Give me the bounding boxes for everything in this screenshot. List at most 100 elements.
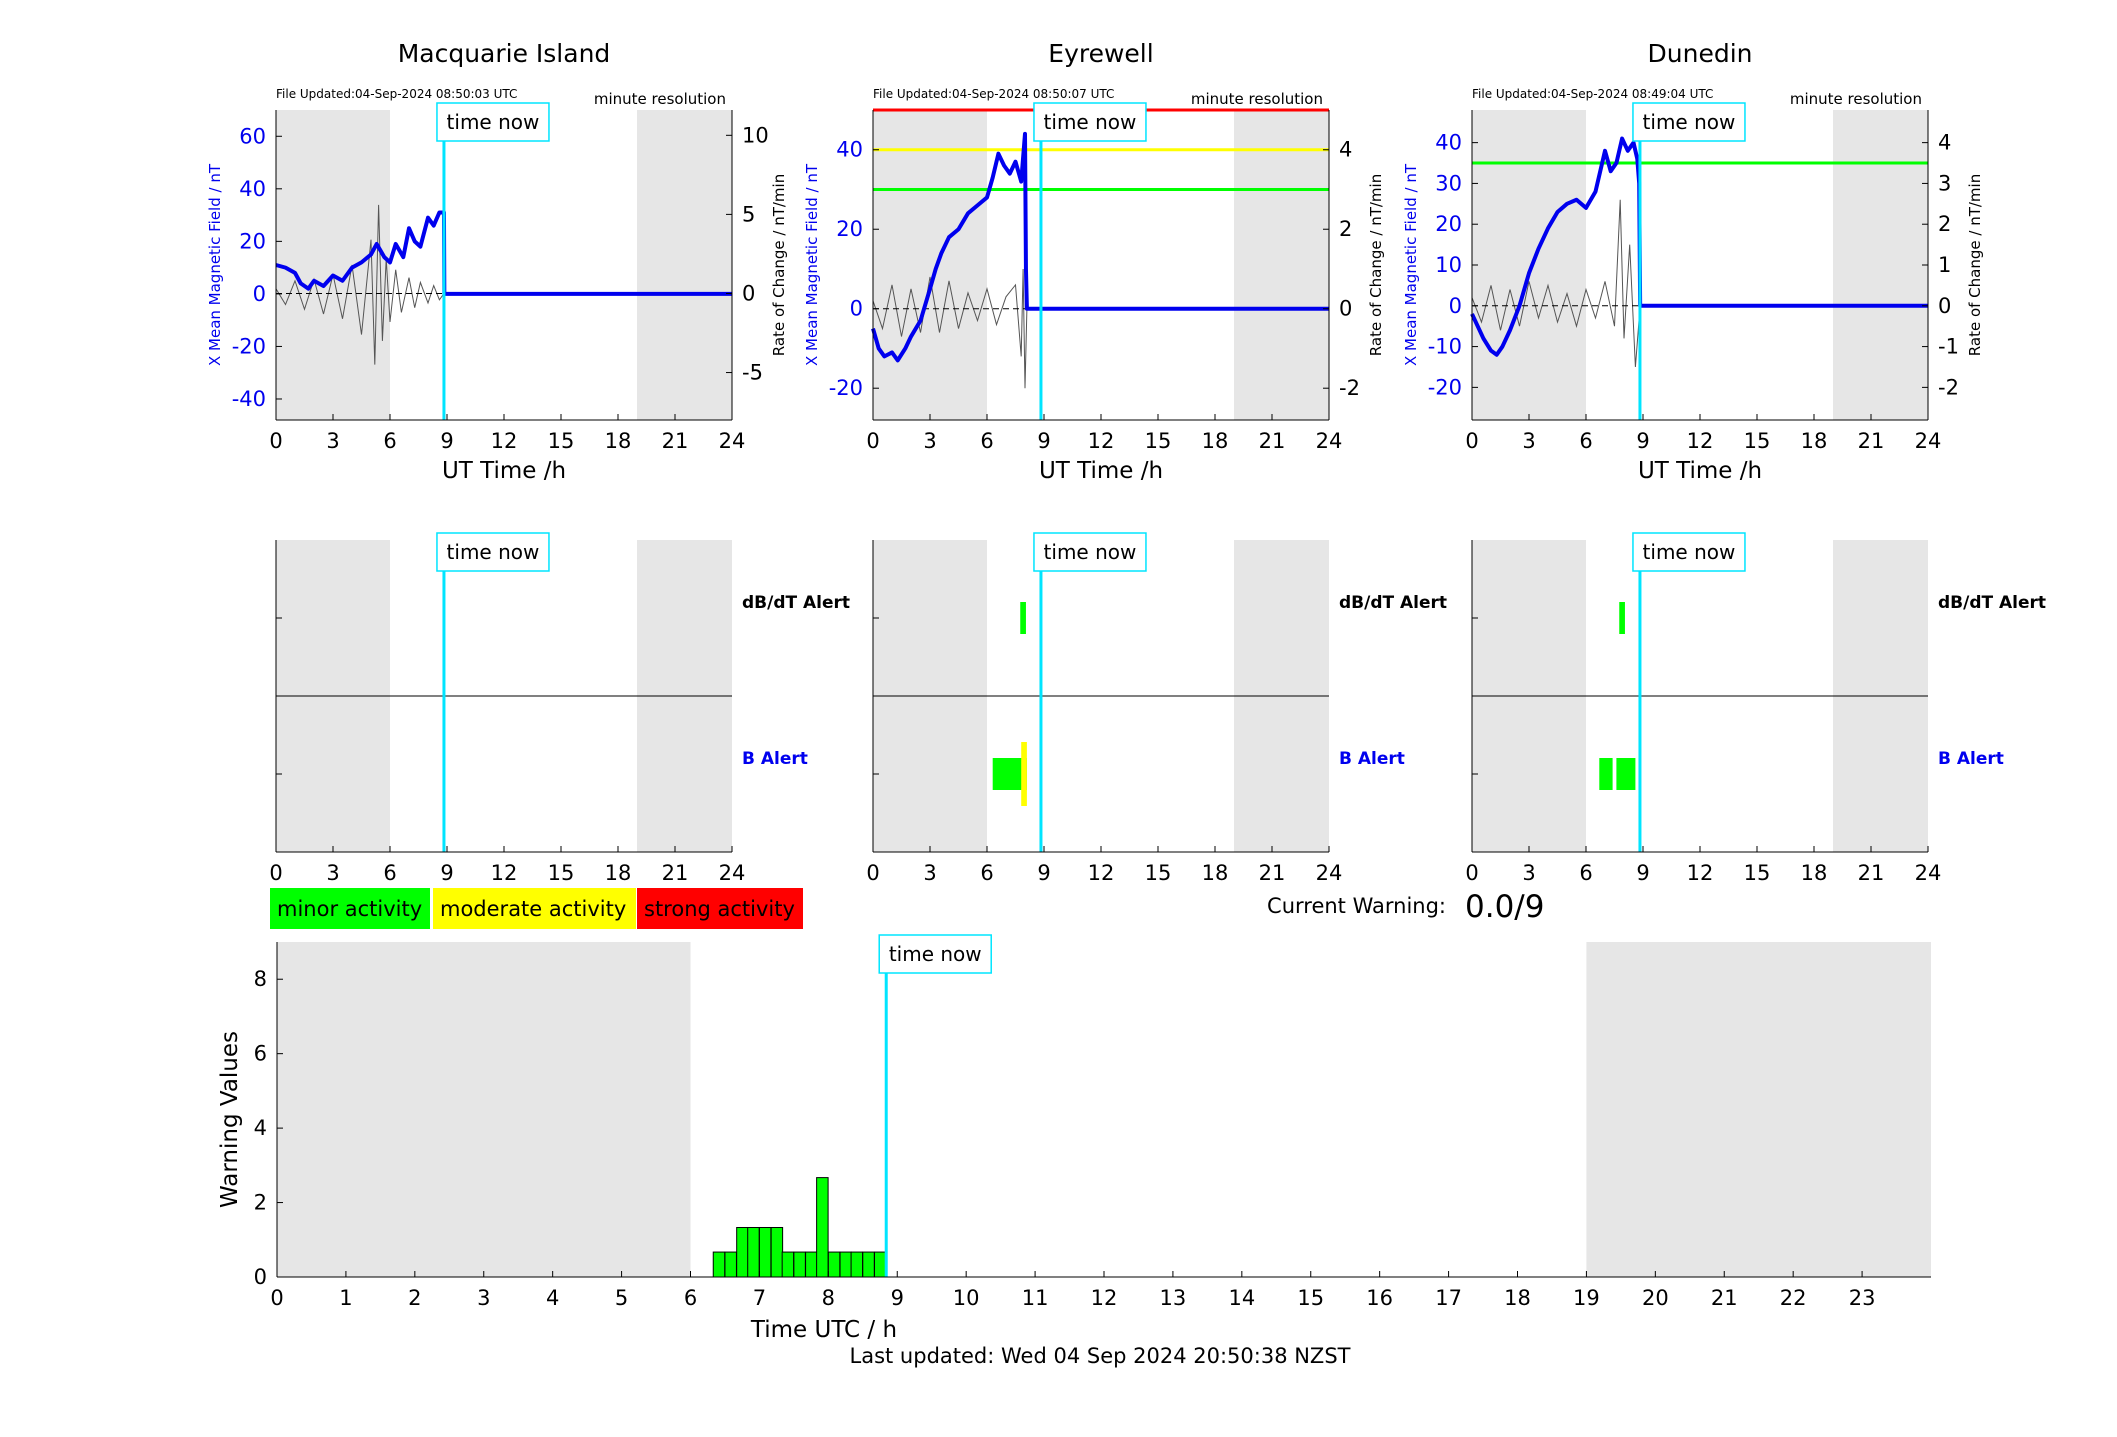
current-warning-label: Current Warning: [1267,894,1446,918]
dunedin-bfield-series [1470,136,1928,357]
dunedin-x-axis-label: UT Time /h [1638,458,1762,484]
warning-x-tick-label: 23 [1849,1286,1876,1310]
dunedin-alert-x-tick-label: 21 [1858,861,1885,885]
macquarie-island-alert-x-tick-label: 6 [383,861,396,885]
eyrewell-alert-dbdt-bar-0 [1020,602,1026,634]
warning-x-tick-label: 6 [684,1286,697,1310]
dunedin-time-now-box [1632,102,1746,142]
warning-bar [724,1251,737,1278]
macquarie-island-alert-x-tick-label: 0 [269,861,282,885]
dunedin-x-tick-label: 3 [1522,429,1535,453]
warning-bar [874,1251,887,1278]
macquarie-island-x-tick-label: 6 [383,429,396,453]
dunedin-y-tick-label: 0 [1449,294,1462,318]
warning-x-tick-label: 9 [891,1286,904,1310]
warning-x-tick-label: 3 [477,1286,490,1310]
dunedin-alert-x-tick-label: 12 [1687,861,1714,885]
dunedin-x-tick-label: 18 [1801,429,1828,453]
dunedin-y-tick-label: 20 [1435,212,1462,236]
warning-x-tick-label: 20 [1642,1286,1669,1310]
eyrewell-alert-b-label: B Alert [1339,749,1405,769]
macquarie-island-alert-time-now-box [436,532,550,572]
dunedin-alert-x-tick-label: 6 [1579,861,1592,885]
dunedin-alert-chart: time now 0 3 6 9 12 15 18 21 24 dB/dT Alert B Alert [1465,532,2046,885]
eyrewell-x-tick-label: 18 [1202,429,1229,453]
warning-night-shade-0 [277,942,691,1277]
dunedin-alert-b-bar-1 [1616,758,1636,790]
dunedin-night-shade-1 [1833,110,1928,420]
warning-bar [747,1226,760,1278]
warning-bar [839,1251,853,1278]
dunedin-alert-time-now-box [1632,532,1746,572]
eyrewell-y2-tick-label: 4 [1339,138,1352,162]
warning-x-tick-label: 18 [1504,1286,1531,1310]
macquarie-island-alert-x-tick-label: 3 [326,861,339,885]
eyrewell-time-now-box [1033,102,1147,142]
dunedin-y2-tick-label: 1 [1938,253,1951,277]
dunedin-y2-tick-label: 2 [1938,212,1951,236]
macquarie-island-title: Macquarie Island [398,39,611,68]
legend-swatch-minor-activity [270,888,430,929]
macquarie-island-x-axis-label: UT Time /h [442,458,566,484]
eyrewell-night-shade-1 [1234,110,1329,420]
dunedin-x-tick-label: 24 [1915,429,1942,453]
eyrewell-alert-x-tick-label: 3 [923,861,936,885]
eyrewell-night-shade-0 [873,110,987,420]
dunedin-night-shade-0 [1472,110,1586,420]
warning-x-tick-label: 0 [270,1286,283,1310]
macquarie-island-rate-series [275,204,732,365]
macquarie-island-y-tick-label: -40 [232,387,266,411]
eyrewell-alert-x-tick-label: 12 [1088,861,1115,885]
macquarie-island-night-shade-1 [637,110,732,420]
macquarie-island-resolution-label: minute resolution [594,90,726,108]
warning-x-tick-label: 11 [1022,1286,1049,1310]
last-updated: Last updated: Wed 04 Sep 2024 20:50:38 N… [850,1344,1351,1368]
dunedin-file-updated: File Updated:04-Sep-2024 08:49:04 UTC [1472,87,1713,101]
warning-x-tick-label: 2 [408,1286,421,1310]
legend-swatch-strong-activity [637,888,803,929]
eyrewell-y-tick-label: 40 [836,138,863,162]
eyrewell-alert-b-bar-1 [1021,742,1027,806]
dunedin-x-tick-label: 0 [1465,429,1478,453]
eyrewell-alert-x-tick-label: 18 [1202,861,1229,885]
dunedin-y-tick-label: 10 [1435,253,1462,277]
eyrewell-x-tick-label: 3 [923,429,936,453]
macquarie-island-y-tick-label: 40 [239,177,266,201]
macquarie-island-y-axis-label: X Mean Magnetic Field / nT [206,163,224,366]
eyrewell-alert-x-tick-label: 9 [1037,861,1050,885]
dunedin-y-tick-label: -10 [1428,335,1462,359]
macquarie-island-alert-b-label: B Alert [742,749,808,769]
dunedin-y2-tick-label: -2 [1938,375,1959,399]
eyrewell-alert-chart: time now 0 3 6 9 12 15 18 21 24 dB/dT Alert B Alert [866,532,1447,885]
warning-y-tick-label: 4 [254,1116,267,1140]
eyrewell-y-tick-label: 0 [850,297,863,321]
warning-y-axis-label: Warning Values [217,1031,243,1208]
current-warning: Current Warning: 0.0/9 [1267,889,1544,925]
macquarie-island-x-tick-label: 3 [326,429,339,453]
eyrewell-x-tick-label: 0 [866,429,879,453]
warning-time-now-label: time now [889,942,982,966]
warning-bar [862,1251,875,1278]
dunedin-x-tick-label: 6 [1579,429,1592,453]
eyrewell-time-now-label: time now [1044,110,1137,134]
warning-bar [793,1251,806,1278]
eyrewell-x-tick-label: 15 [1145,429,1172,453]
macquarie-island-x-tick-label: 12 [491,429,518,453]
dunedin-y-tick-label: 40 [1435,131,1462,155]
macquarie-island-time-now-box [436,102,550,142]
eyrewell-x-tick-label: 9 [1037,429,1050,453]
warning-y-tick-label: 6 [254,1042,267,1066]
macquarie-island-alert-x-tick-label: 9 [440,861,453,885]
eyrewell-x-axis-label: UT Time /h [1039,458,1163,484]
warning-x-tick-label: 21 [1711,1286,1738,1310]
dunedin-title: Dunedin [1648,39,1753,68]
macquarie-island-y2-tick-label: 0 [742,281,755,305]
eyrewell-alert-dbdt-label: dB/dT Alert [1339,593,1447,613]
eyrewell-alert-time-now-label: time now [1044,540,1137,564]
macquarie-island-alert-x-tick-label: 18 [605,861,632,885]
warning-x-tick-label: 19 [1573,1286,1600,1310]
macquarie-island-y-tick-label: 0 [253,282,266,306]
